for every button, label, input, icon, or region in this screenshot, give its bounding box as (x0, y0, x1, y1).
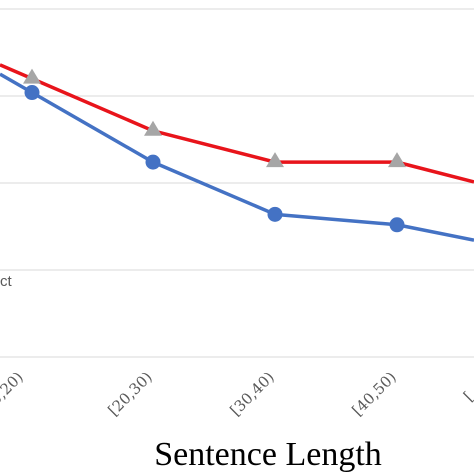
legend-entry-fragment: ct (0, 273, 13, 290)
series-lines (0, 63, 474, 242)
x-tick-label: [30,40) (226, 368, 277, 419)
series-1-marker (144, 120, 162, 136)
series-2-marker (389, 217, 405, 233)
gridlines (0, 8, 474, 271)
x-tick-label: [20,30) (104, 368, 155, 419)
series-2-marker (267, 206, 283, 222)
x-axis-title: Sentence Length (154, 436, 382, 473)
series-1-marker (388, 152, 406, 168)
x-tick-labels: 0,20) [20,30) [30,40) [40,50) [ (0, 368, 474, 419)
series-1-marker (266, 152, 284, 168)
x-tick-label: 0,20) (0, 368, 27, 408)
series-2-marker (24, 85, 40, 101)
series-2-marker (145, 154, 161, 170)
x-tick-label: [40,50) (348, 368, 399, 419)
x-tick-label: [ (460, 388, 474, 405)
series-line-1 (0, 63, 474, 184)
series-markers (23, 68, 406, 233)
series-line-2 (0, 72, 474, 242)
series-1-marker (23, 68, 41, 84)
